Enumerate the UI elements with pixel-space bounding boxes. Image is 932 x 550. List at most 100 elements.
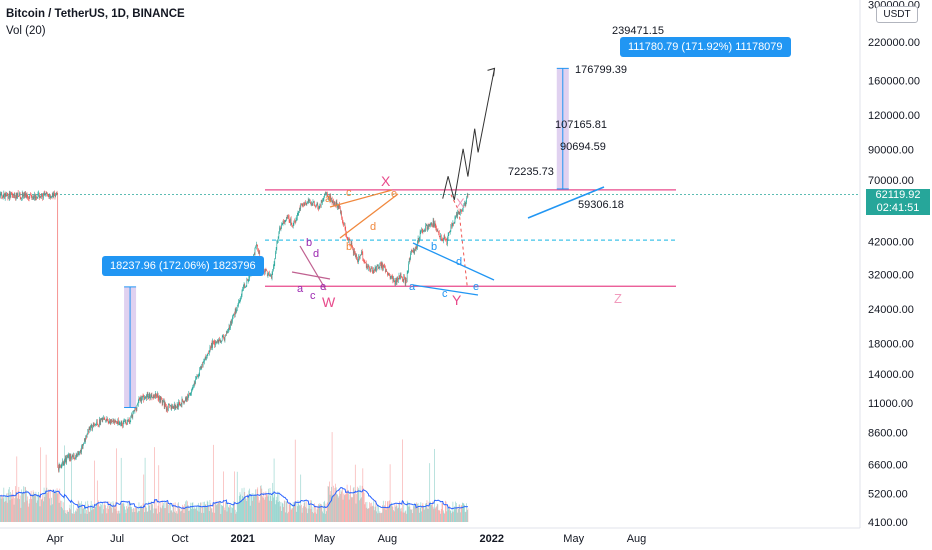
candle-body	[320, 201, 322, 206]
candle-body	[47, 193, 48, 196]
volume-bar	[361, 485, 363, 522]
volume-bar	[384, 500, 386, 522]
volume-bar	[409, 506, 411, 522]
candle-body	[41, 193, 43, 195]
volume-bar	[260, 485, 262, 522]
candle-body	[327, 195, 329, 198]
volume-bar	[313, 513, 315, 522]
volume-bar	[387, 501, 388, 522]
candle-body	[448, 232, 450, 236]
candle-body	[56, 192, 57, 196]
candle-body	[423, 230, 424, 232]
candle-body	[263, 269, 265, 271]
volume-bar	[234, 471, 235, 522]
volume-bar	[265, 491, 267, 522]
candle-body	[198, 376, 199, 377]
candle-body	[314, 201, 315, 205]
volume-bar	[6, 493, 7, 522]
candle-body	[0, 193, 1, 197]
volume-bar	[359, 500, 360, 522]
volume-bar	[112, 501, 114, 522]
candle-body	[415, 247, 417, 251]
volume-bar	[68, 508, 70, 522]
candle-body	[44, 193, 46, 195]
candle-body	[353, 250, 355, 254]
candle-body	[155, 393, 157, 396]
volume-bar	[161, 500, 163, 522]
candle-body	[51, 196, 52, 197]
volume-bar	[431, 504, 433, 522]
candle-body	[273, 266, 274, 270]
candle-body	[323, 196, 325, 200]
candle-body	[106, 418, 108, 420]
volume-bar	[433, 508, 435, 522]
candle-body	[37, 197, 38, 199]
candle-body	[135, 408, 136, 409]
volume-bar	[319, 503, 321, 522]
volume-bar	[193, 507, 195, 522]
wave-label-w: a	[297, 283, 304, 295]
candle-body	[228, 326, 230, 329]
volume-bar	[318, 503, 319, 522]
volume-bar	[393, 511, 395, 522]
volume-bar	[367, 508, 369, 522]
candle-body	[21, 193, 23, 199]
candle-body	[78, 452, 80, 455]
volume-bar	[44, 496, 46, 522]
volume-bar	[210, 508, 212, 522]
candle-body	[317, 202, 319, 208]
candle-body	[203, 361, 205, 363]
volume-bar	[413, 506, 415, 522]
volume-bar	[457, 512, 459, 522]
candle-body	[358, 256, 359, 262]
candle-body	[151, 394, 153, 398]
volume-bar	[172, 505, 174, 522]
volume-bar	[446, 511, 448, 522]
candle-body	[340, 212, 342, 214]
volume-bar	[330, 491, 332, 522]
candle-body	[50, 196, 52, 198]
volume-bar	[181, 509, 183, 522]
candle-body	[273, 264, 275, 267]
volume-bar	[121, 503, 123, 522]
volume-bar	[118, 510, 119, 522]
candle-body	[114, 420, 116, 423]
volume-bar	[357, 489, 359, 522]
candle-body	[421, 230, 423, 232]
candle-body	[378, 267, 379, 269]
candle-body	[210, 347, 211, 349]
candle-body	[109, 420, 110, 424]
candle-body	[224, 338, 225, 341]
candle-body	[103, 417, 104, 419]
currency-badge[interactable]: USDT	[876, 6, 918, 23]
volume-bar	[231, 507, 233, 522]
candle-body	[139, 398, 140, 400]
volume-bar	[353, 486, 355, 522]
volume-bar	[394, 504, 396, 522]
candle-body	[127, 419, 129, 421]
candle-body	[95, 424, 96, 427]
volume-bar	[191, 502, 193, 522]
candle-body	[454, 222, 455, 224]
volume-bar	[318, 505, 320, 522]
volume-bar	[92, 504, 93, 522]
volume-bar	[54, 492, 56, 522]
candle-body	[159, 396, 161, 402]
candle-body	[413, 250, 414, 252]
candle-body	[217, 340, 219, 343]
candle-body	[202, 362, 204, 366]
volume-bar	[316, 509, 318, 522]
candle-body	[98, 425, 99, 426]
volume-indicator-label[interactable]: Vol (20)	[6, 25, 46, 37]
candle-body	[281, 224, 282, 229]
candle-body	[80, 449, 81, 453]
candle-body	[64, 457, 66, 460]
candle-body	[264, 270, 265, 273]
candle-body	[58, 467, 59, 471]
volume-bar	[396, 505, 398, 522]
volume-bar	[17, 498, 18, 522]
volume-bar	[0, 495, 1, 522]
volume-bar	[10, 491, 11, 522]
